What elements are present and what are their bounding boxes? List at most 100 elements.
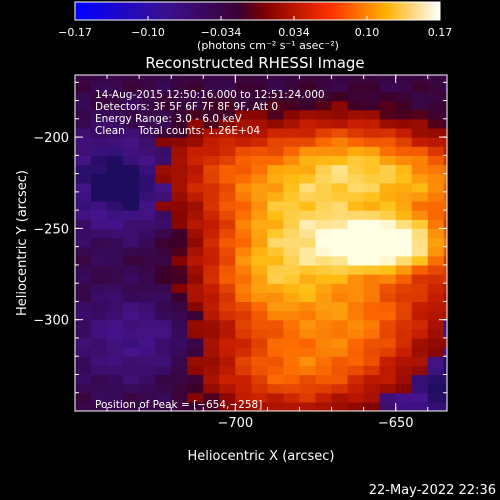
heatmap-cell (107, 219, 124, 229)
heatmap-cell (315, 310, 333, 321)
heatmap-cell (347, 100, 365, 111)
heatmap-cell (267, 118, 285, 129)
heatmap-cell (171, 365, 188, 376)
heatmap-cell (283, 392, 301, 403)
heatmap-cell (219, 292, 236, 303)
heatmap-cell (155, 109, 172, 120)
heatmap-cell (267, 301, 285, 312)
heatmap-cell (203, 383, 220, 394)
heatmap-cell (379, 155, 397, 166)
heatmap-cell (251, 137, 269, 147)
heatmap-cell (123, 283, 140, 293)
heatmap-cell (203, 283, 220, 293)
heatmap-cell (107, 91, 124, 102)
heatmap-cell (267, 237, 285, 248)
heatmap-cell (171, 191, 188, 202)
heatmap-cell (379, 310, 397, 321)
heatmap-cell (235, 392, 252, 403)
heatmap-cell (123, 219, 140, 229)
heatmap-cell (75, 146, 92, 156)
heatmap-cell (315, 274, 333, 284)
heatmap-cell (299, 283, 317, 293)
heatmap-cell (443, 100, 447, 111)
heatmap-cell (171, 75, 188, 83)
heatmap-cell (267, 182, 285, 193)
heatmap-cell (155, 219, 172, 229)
heatmap-cell (171, 109, 188, 120)
heatmap-cell (187, 164, 204, 175)
heatmap-cell (75, 301, 92, 312)
heatmap-cell (75, 118, 92, 129)
heatmap-cell (363, 292, 381, 303)
heatmap-cell (379, 127, 397, 138)
heatmap-cell (395, 219, 413, 229)
heatmap-cell (155, 173, 172, 184)
heatmap-cell (235, 191, 252, 202)
heatmap-cell (107, 237, 124, 248)
heatmap-cell (347, 328, 365, 339)
heatmap-cell (123, 383, 140, 394)
heatmap-cell (75, 155, 92, 166)
heatmap-cell (107, 365, 124, 376)
heatmap-cell (219, 237, 236, 248)
heatmap-cell (363, 246, 381, 257)
heatmap-cell (443, 319, 447, 330)
heatmap-cell (283, 127, 301, 138)
heatmap-cell (411, 146, 429, 156)
heatmap-cell (91, 109, 108, 120)
heatmap-cell (155, 127, 172, 138)
heatmap-cell (299, 182, 317, 193)
heatmap-cell (91, 91, 108, 102)
heatmap-cell (235, 155, 252, 166)
heatmap-cell (443, 392, 447, 403)
heatmap-cell (379, 82, 397, 93)
heatmap-cell (107, 155, 124, 166)
heatmap-cell (395, 246, 413, 257)
heatmap-cell (395, 127, 413, 138)
heatmap-cell (267, 155, 285, 166)
heatmap-cell (315, 374, 333, 385)
heatmap-cell (331, 137, 349, 147)
heatmap-cell (283, 155, 301, 166)
heatmap-cell (395, 91, 413, 102)
heatmap-cell (91, 328, 108, 339)
heatmap-cell (75, 328, 92, 339)
heatmap-cell (411, 219, 429, 229)
heatmap-cell (347, 374, 365, 385)
heatmap-cell (75, 127, 92, 138)
heatmap-cell (203, 328, 220, 339)
heatmap-cell (155, 255, 172, 266)
heatmap-cell (363, 392, 381, 403)
heatmap-cell (187, 328, 204, 339)
heatmap-cell (203, 274, 220, 284)
heatmap-cell (171, 292, 188, 303)
heatmap-cell (443, 337, 447, 348)
heatmap-cell (139, 337, 156, 348)
heatmap-cell (107, 292, 124, 303)
heatmap-cell (75, 82, 92, 93)
heatmap-cell (203, 91, 220, 102)
heatmap-cell (107, 301, 124, 312)
heatmap-cell (219, 82, 236, 93)
heatmap-cell (331, 118, 349, 129)
heatmap-cell (139, 356, 156, 366)
heatmap-cell (187, 146, 204, 156)
heatmap-cell (171, 146, 188, 156)
heatmap-cell (283, 310, 301, 321)
heatmap-cell (203, 319, 220, 330)
heatmap-cell (123, 210, 140, 220)
heatmap-cell (443, 118, 447, 129)
heatmap-cell (171, 155, 188, 166)
heatmap-cell (171, 392, 188, 403)
heatmap-cell (91, 237, 108, 248)
heatmap-cell (283, 292, 301, 303)
heatmap-cell (219, 365, 236, 376)
heatmap-cell (107, 100, 124, 111)
heatmap-cell (347, 310, 365, 321)
heatmap-cell (363, 219, 381, 229)
heatmap-cell (155, 191, 172, 202)
heatmap-cell (347, 274, 365, 284)
heatmap-cell (235, 292, 252, 303)
heatmap-cell (155, 210, 172, 220)
heatmap-cell (251, 155, 269, 166)
